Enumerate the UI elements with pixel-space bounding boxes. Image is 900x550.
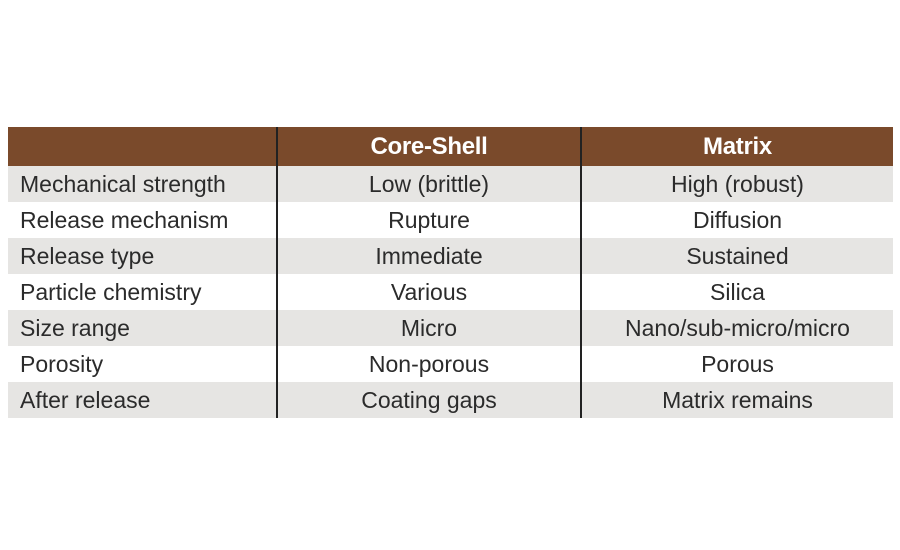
core-shell-value: Low (brittle) (276, 166, 580, 202)
matrix-value: Porous (580, 346, 893, 382)
core-shell-value: Coating gaps (276, 382, 580, 418)
table-row-size-range: Size range Micro Nano/sub-micro/micro (8, 310, 893, 346)
matrix-value: Silica (580, 274, 893, 310)
row-label: Mechanical strength (20, 170, 226, 197)
table-row-particle-chemistry: Particle chemistry Various Silica (8, 274, 893, 310)
comparison-table: Core-Shell Matrix Mechanical strength Lo… (8, 127, 893, 418)
matrix-value: Sustained (580, 238, 893, 274)
header-cell-blank (8, 127, 276, 166)
core-shell-value: Rupture (276, 202, 580, 238)
core-shell-value: Immediate (276, 238, 580, 274)
row-label: Release mechanism (20, 206, 229, 233)
table-header-row: Core-Shell Matrix (8, 127, 893, 166)
core-shell-value: Micro (276, 310, 580, 346)
table-row-release-mechanism: Release mechanism Rupture Diffusion (8, 202, 893, 238)
table-row-mechanical-strength: Mechanical strength Low (brittle) High (… (8, 166, 893, 202)
matrix-value: Nano/sub-micro/micro (580, 310, 893, 346)
matrix-value: Diffusion (580, 202, 893, 238)
table-row-release-type: Release type Immediate Sustained (8, 238, 893, 274)
core-shell-value: Non-porous (276, 346, 580, 382)
row-label: Size range (20, 314, 130, 341)
row-label: After release (20, 386, 151, 413)
table-row-after-release: After release Coating gaps Matrix remain… (8, 382, 893, 418)
row-label: Porosity (20, 350, 104, 377)
row-label: Release type (20, 242, 155, 269)
core-shell-value: Various (276, 274, 580, 310)
row-label: Particle chemistry (20, 278, 202, 305)
header-cell-core-shell: Core-Shell (276, 127, 580, 166)
matrix-value: Matrix remains (580, 382, 893, 418)
header-cell-matrix: Matrix (580, 127, 893, 166)
matrix-value: High (robust) (580, 166, 893, 202)
table-row-porosity: Porosity Non-porous Porous (8, 346, 893, 382)
